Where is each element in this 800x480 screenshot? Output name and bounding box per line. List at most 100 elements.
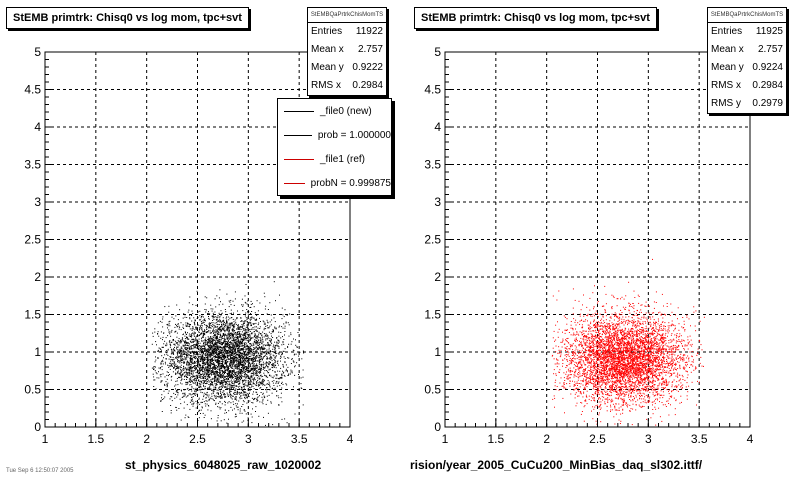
scatter-point: [221, 324, 223, 326]
scatter-point: [209, 336, 211, 338]
scatter-point: [222, 372, 224, 374]
scatter-point: [163, 357, 164, 359]
scatter-point: [225, 361, 227, 363]
scatter-point: [245, 363, 246, 365]
scatter-point: [270, 340, 272, 342]
scatter-point: [266, 389, 268, 391]
scatter-point: [182, 396, 184, 398]
scatter-point: [239, 362, 241, 364]
scatter-point: [220, 344, 222, 346]
scatter-point: [181, 359, 183, 361]
scatter-point: [179, 341, 181, 343]
scatter-point: [300, 383, 302, 385]
scatter-point: [224, 337, 225, 339]
scatter-point: [221, 380, 223, 382]
scatter-point: [205, 373, 207, 375]
scatter-point: [267, 372, 269, 374]
scatter-point: [256, 339, 257, 341]
scatter-point: [219, 352, 221, 354]
scatter-point: [224, 341, 226, 343]
scatter-point: [219, 326, 221, 328]
scatter-point: [259, 382, 261, 384]
scatter-point: [215, 386, 217, 388]
scatter-point: [173, 362, 175, 364]
scatter-point: [267, 342, 269, 344]
scatter-point: [247, 375, 249, 377]
scatter-point: [184, 314, 186, 316]
scatter-point: [237, 348, 239, 349]
scatter-point: [250, 381, 252, 383]
scatter-point: [181, 374, 183, 375]
scatter-point: [175, 388, 176, 390]
scatter-point: [224, 386, 225, 388]
scatter-point: [195, 353, 197, 355]
scatter-point: [252, 386, 254, 387]
scatter-point: [249, 339, 250, 341]
scatter-point: [236, 362, 238, 364]
scatter-point: [232, 333, 233, 335]
scatter-point: [256, 318, 257, 320]
scatter-point: [198, 380, 199, 381]
scatter-point: [211, 361, 213, 362]
scatter-point: [191, 398, 193, 400]
scatter-point: [243, 362, 245, 364]
scatter-point: [176, 326, 178, 328]
scatter-point: [220, 388, 222, 390]
scatter-point: [184, 353, 185, 355]
scatter-point: [261, 366, 263, 368]
scatter-point: [251, 359, 253, 361]
scatter-point: [250, 323, 252, 325]
scatter-point: [249, 349, 251, 351]
scatter-point: [248, 330, 250, 332]
scatter-point: [189, 296, 191, 298]
scatter-point: [240, 364, 242, 366]
scatter-point: [245, 368, 247, 370]
scatter-point: [207, 388, 208, 390]
scatter-point: [219, 356, 220, 358]
scatter-point: [252, 408, 253, 410]
scatter-point: [253, 353, 255, 355]
scatter-point: [218, 297, 220, 299]
scatter-point: [218, 345, 220, 347]
scatter-point: [235, 321, 237, 323]
scatter-point: [177, 323, 179, 325]
scatter-point: [244, 334, 246, 335]
scatter-point: [230, 354, 232, 356]
scatter-point: [259, 333, 261, 334]
scatter-point: [249, 376, 251, 378]
scatter-point: [217, 347, 218, 349]
scatter-point: [193, 362, 195, 364]
scatter-point: [173, 339, 174, 340]
scatter-point: [202, 361, 204, 363]
scatter-point: [218, 320, 220, 322]
scatter-point: [287, 375, 289, 376]
scatter-point: [202, 320, 204, 322]
scatter-point: [193, 356, 195, 358]
scatter-point: [203, 385, 205, 387]
scatter-point: [233, 381, 235, 383]
scatter-point: [215, 345, 217, 347]
scatter-point: [257, 310, 259, 312]
scatter-point: [192, 382, 194, 384]
scatter-point: [234, 356, 235, 358]
scatter-point: [209, 368, 211, 370]
scatter-point: [197, 348, 199, 350]
scatter-point: [222, 303, 224, 305]
scatter-point: [251, 316, 253, 318]
scatter-point: [165, 337, 167, 339]
scatter-point: [181, 378, 183, 380]
scatter-point: [209, 355, 211, 357]
scatter-point: [238, 349, 239, 351]
scatter-point: [201, 406, 203, 408]
scatter-point: [165, 381, 167, 383]
scatter-point: [249, 365, 251, 367]
scatter-point: [232, 328, 234, 330]
scatter-point: [265, 363, 267, 365]
scatter-point: [193, 375, 195, 377]
scatter-point: [245, 379, 247, 381]
scatter-point: [215, 337, 217, 339]
scatter-point: [177, 350, 179, 352]
scatter-point: [221, 352, 222, 354]
scatter-point: [234, 348, 236, 350]
scatter-point: [208, 388, 210, 390]
